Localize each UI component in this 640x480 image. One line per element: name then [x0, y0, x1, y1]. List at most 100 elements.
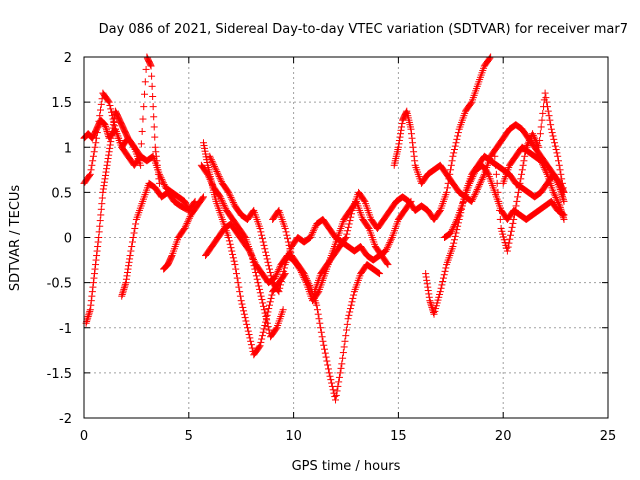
- data-point: [495, 197, 503, 205]
- data-point: [89, 157, 97, 165]
- data-point: [85, 309, 93, 317]
- data-point: [93, 247, 101, 255]
- data-point: [184, 218, 192, 226]
- data-point: [240, 307, 248, 315]
- data-point: [476, 179, 484, 187]
- x-tick-labels: 0 5 10 15 20 25: [80, 429, 616, 444]
- data-point: [279, 271, 287, 279]
- data-point: [344, 223, 352, 231]
- data-point: [246, 334, 254, 342]
- data-point: [539, 162, 547, 170]
- data-point: [97, 100, 105, 108]
- data-point: [558, 179, 566, 187]
- data-point: [451, 232, 459, 240]
- x-tick-label: 0: [80, 429, 88, 444]
- data-point: [105, 98, 113, 106]
- data-point: [94, 243, 102, 251]
- data-point: [317, 324, 325, 332]
- data-point: [327, 376, 335, 384]
- data-point: [208, 180, 216, 188]
- data-point: [387, 235, 395, 243]
- data-point: [408, 130, 415, 138]
- data-point: [450, 222, 458, 230]
- x-tick-label: 25: [600, 429, 617, 444]
- data-point: [448, 226, 456, 234]
- data-point: [408, 134, 416, 142]
- data-point: [102, 168, 110, 176]
- data-point: [539, 109, 547, 117]
- data-point: [301, 271, 309, 279]
- data-point: [343, 320, 351, 328]
- data-point: [126, 252, 134, 260]
- data-point: [555, 161, 563, 169]
- data-point: [468, 197, 476, 205]
- data-point: [348, 298, 356, 306]
- data-point: [209, 159, 217, 167]
- data-point: [109, 121, 117, 129]
- data-point: [313, 301, 321, 309]
- data-point: [99, 185, 107, 193]
- data-point: [106, 102, 114, 110]
- data-point: [150, 123, 158, 131]
- data-point: [552, 146, 560, 154]
- data-point: [510, 215, 518, 223]
- data-point: [265, 262, 273, 270]
- data-point: [239, 303, 247, 311]
- data-point: [438, 281, 446, 289]
- data-point: [323, 357, 331, 365]
- data-point: [218, 196, 226, 204]
- data-point: [216, 174, 224, 182]
- data-point: [150, 113, 158, 121]
- data-point: [496, 206, 504, 214]
- data-point: [108, 127, 116, 135]
- data-point: [442, 264, 450, 272]
- data-point: [360, 196, 368, 204]
- data-point: [264, 323, 272, 331]
- data-point: [257, 228, 265, 236]
- data-point: [315, 315, 323, 323]
- data-point: [83, 316, 91, 324]
- data-point: [261, 309, 269, 317]
- data-point: [130, 229, 138, 237]
- data-point: [121, 282, 129, 290]
- data-point: [120, 285, 128, 293]
- x-tick-label: 20: [495, 429, 512, 444]
- data-point: [263, 319, 271, 327]
- data-point: [335, 373, 343, 381]
- data-point: [530, 133, 538, 141]
- data-point: [109, 124, 117, 132]
- data-point: [265, 305, 273, 313]
- data-point: [131, 224, 139, 232]
- data-point: [448, 227, 456, 235]
- data-point: [547, 121, 555, 129]
- data-point: [128, 238, 136, 246]
- data-point: [229, 250, 237, 258]
- data-point: [484, 169, 492, 177]
- data-point: [313, 306, 321, 314]
- data-point: [206, 175, 214, 183]
- series-track-e: [160, 193, 207, 273]
- data-point: [478, 175, 486, 183]
- data-point: [107, 138, 115, 146]
- data-point: [551, 192, 559, 200]
- data-point: [453, 135, 461, 143]
- data-point: [547, 125, 555, 133]
- data-point: [285, 241, 293, 249]
- data-point: [264, 258, 272, 266]
- data-point: [225, 188, 233, 196]
- data-point: [511, 206, 519, 214]
- data-point: [108, 131, 116, 139]
- data-point: [128, 243, 136, 251]
- data-point: [524, 140, 532, 148]
- data-point: [152, 148, 160, 156]
- data-point: [324, 365, 332, 373]
- data-point: [517, 175, 525, 183]
- data-point: [148, 72, 156, 80]
- data-point: [545, 112, 553, 120]
- y-tick-label: -1.5: [47, 367, 72, 382]
- data-point: [425, 290, 433, 298]
- data-point: [147, 61, 155, 69]
- data-point: [470, 192, 478, 200]
- data-point: [382, 247, 390, 255]
